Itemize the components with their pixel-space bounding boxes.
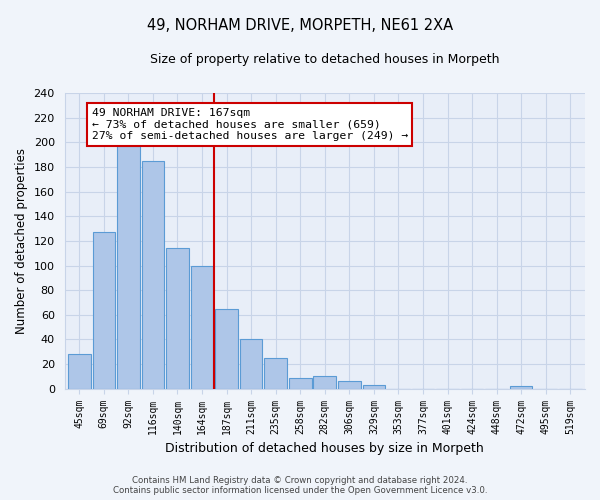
Bar (117, 146, 140, 388)
Text: Contains HM Land Registry data © Crown copyright and database right 2024.
Contai: Contains HM Land Registry data © Crown c… (113, 476, 487, 495)
Bar (92, 232, 115, 388)
Bar (240, 340, 262, 388)
Title: Size of property relative to detached houses in Morpeth: Size of property relative to detached ho… (150, 52, 500, 66)
Bar (191, 266, 214, 388)
X-axis label: Distribution of detached houses by size in Morpeth: Distribution of detached houses by size … (166, 442, 484, 455)
Text: 49 NORHAM DRIVE: 167sqm
← 73% of detached houses are smaller (659)
27% of semi-d: 49 NORHAM DRIVE: 167sqm ← 73% of detache… (92, 108, 408, 141)
Bar (362, 385, 385, 388)
Bar (166, 248, 189, 388)
Text: 49, NORHAM DRIVE, MORPETH, NE61 2XA: 49, NORHAM DRIVE, MORPETH, NE61 2XA (147, 18, 453, 32)
Y-axis label: Number of detached properties: Number of detached properties (15, 148, 28, 334)
Bar (68, 354, 91, 388)
Bar (510, 386, 532, 388)
Bar (289, 378, 311, 388)
Bar (313, 376, 336, 388)
Bar (265, 358, 287, 388)
Bar (215, 308, 238, 388)
Bar (142, 161, 164, 388)
Bar (338, 382, 361, 388)
